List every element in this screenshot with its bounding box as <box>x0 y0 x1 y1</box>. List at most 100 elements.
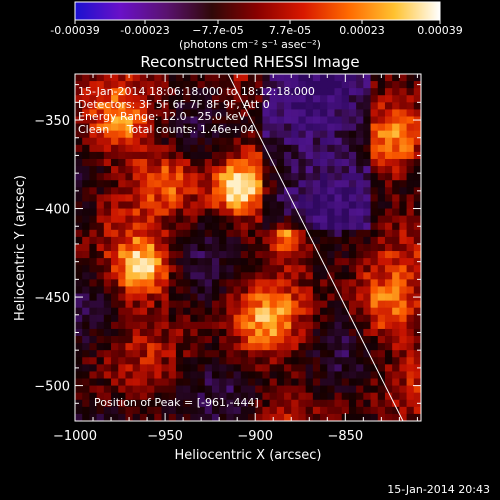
heatmap-cell <box>341 222 350 231</box>
heatmap-cell <box>348 392 357 401</box>
heatmap-cell <box>175 236 184 245</box>
heatmap-cell <box>312 378 321 387</box>
heatmap-cell <box>132 201 141 210</box>
heatmap-cell <box>190 173 199 181</box>
heatmap-cell <box>89 222 98 231</box>
heatmap-cell <box>75 385 83 394</box>
heatmap-cell <box>139 123 148 132</box>
heatmap-cell <box>118 286 126 295</box>
heatmap-cell <box>312 265 321 273</box>
heatmap-cell <box>284 406 292 415</box>
heatmap-cell <box>363 350 372 358</box>
heatmap-cell <box>312 123 321 132</box>
heatmap-cell <box>312 222 321 231</box>
heatmap-cell <box>284 194 292 202</box>
heatmap-cell <box>139 180 148 188</box>
heatmap-cell <box>305 215 314 224</box>
heatmap-cell <box>240 371 249 380</box>
heatmap-cell <box>248 173 256 181</box>
heatmap-cell <box>269 300 278 309</box>
heatmap-cell <box>89 123 98 132</box>
heatmap-cell <box>240 123 249 132</box>
heatmap-cell <box>377 158 386 167</box>
heatmap-cell <box>240 399 249 408</box>
heatmap-cell <box>413 343 421 351</box>
heatmap-cell <box>175 173 184 181</box>
heatmap-cell <box>190 272 199 280</box>
heatmap-cell <box>96 88 105 96</box>
heatmap-cell <box>284 307 292 316</box>
heatmap-cell <box>211 286 220 295</box>
heatmap-cell <box>377 336 386 344</box>
heatmap-cell <box>175 406 184 415</box>
chart-title: Reconstructed RHESSI Image <box>140 53 360 71</box>
heatmap-cell <box>89 116 98 125</box>
heatmap-cell <box>356 215 364 224</box>
heatmap-cell <box>226 194 235 202</box>
heatmap-cell <box>384 88 393 96</box>
heatmap-cell <box>255 307 263 316</box>
heatmap-cell <box>356 180 364 188</box>
heatmap-cell <box>168 229 177 238</box>
heatmap-cell <box>204 88 213 96</box>
heatmap-cell <box>305 343 314 351</box>
heatmap-cell <box>276 130 285 139</box>
heatmap-cell <box>154 300 162 309</box>
footer-date: 15-Jan-2014 20:43 <box>387 483 490 496</box>
heatmap-cell <box>219 293 227 302</box>
heatmap-cell <box>248 166 256 174</box>
heatmap-cell <box>125 300 134 309</box>
heatmap-cell <box>269 144 278 153</box>
heatmap-cell <box>204 180 213 188</box>
heatmap-cell <box>305 385 314 394</box>
heatmap-cell <box>348 413 357 421</box>
heatmap-cell <box>240 95 249 103</box>
heatmap-cell <box>147 385 155 394</box>
heatmap-cell <box>240 385 249 394</box>
heatmap-cell <box>226 343 235 351</box>
heatmap-cell <box>197 293 206 302</box>
heatmap-cell <box>233 222 242 231</box>
heatmap-cell <box>341 243 350 252</box>
heatmap-cell <box>341 81 350 89</box>
heatmap-cell <box>284 399 292 408</box>
heatmap-cell <box>154 137 162 146</box>
heatmap-cell <box>255 293 263 302</box>
heatmap-cell <box>147 144 155 153</box>
heatmap-cell <box>298 116 307 125</box>
heatmap-cell <box>75 251 83 259</box>
y-axis: −350−400−450−500 <box>34 84 421 404</box>
heatmap-cell <box>248 201 256 210</box>
heatmap-cell <box>406 173 415 181</box>
heatmap-cell <box>399 385 408 394</box>
heatmap-cell <box>291 399 299 408</box>
heatmap-cell <box>168 236 177 245</box>
heatmap-cell <box>399 123 408 132</box>
heatmap-cell <box>154 81 162 89</box>
heatmap-cell <box>384 406 393 415</box>
heatmap-cell <box>125 364 134 372</box>
heatmap-cell <box>413 350 421 358</box>
heatmap-cell <box>284 215 292 224</box>
heatmap-cell <box>240 173 249 181</box>
colorbar-ticks: -0.00039 -0.00023 −7.7e-05 7.7e-05 0.00023 0.… <box>50 20 463 37</box>
heatmap-cell <box>197 343 206 351</box>
heatmap-cell <box>255 300 263 309</box>
heatmap-cell <box>197 187 206 195</box>
heatmap-cell <box>262 74 271 82</box>
heatmap-cell <box>284 173 292 181</box>
heatmap-cell <box>139 286 148 295</box>
heatmap-cell <box>384 279 393 287</box>
heatmap-cell <box>363 215 372 224</box>
heatmap-cell <box>291 194 299 202</box>
heatmap-cell <box>197 300 206 309</box>
heatmap-cell <box>262 201 271 210</box>
heatmap-cell <box>204 187 213 195</box>
heatmap-cell <box>139 109 148 117</box>
heatmap-cell <box>377 166 386 174</box>
heatmap-cell <box>276 364 285 372</box>
heatmap-cell <box>75 321 83 330</box>
heatmap-cell <box>291 307 299 316</box>
heatmap-cell <box>377 215 386 224</box>
